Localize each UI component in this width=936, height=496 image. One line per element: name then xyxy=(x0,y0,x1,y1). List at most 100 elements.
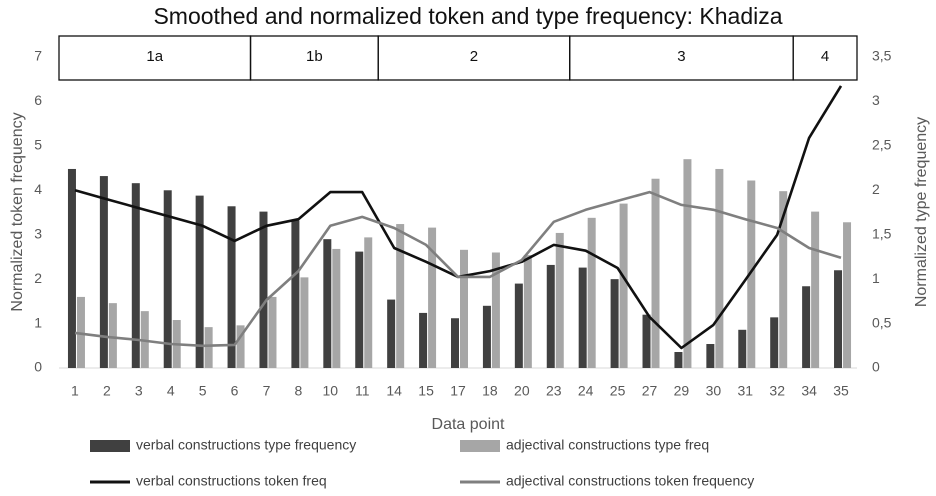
x-tick-label: 8 xyxy=(295,383,303,399)
y-tick-label: 2 xyxy=(34,270,42,286)
x-tick-label: 3 xyxy=(135,383,143,399)
line xyxy=(74,85,843,350)
y2-tick-label: 2,5 xyxy=(872,137,892,153)
x-tick-label: 34 xyxy=(801,383,817,399)
bar xyxy=(491,252,500,368)
bar xyxy=(747,180,756,368)
bar xyxy=(770,317,779,368)
x-tick-label: 15 xyxy=(418,383,434,399)
bar xyxy=(259,211,268,368)
bar xyxy=(610,279,619,368)
y2-tick-label: 2 xyxy=(872,181,880,197)
x-tick-label: 6 xyxy=(231,383,239,399)
bar xyxy=(131,183,140,368)
x-tick-label: 30 xyxy=(706,383,722,399)
x-tick-label: 23 xyxy=(546,383,562,399)
bar xyxy=(482,305,491,368)
legend-label: adjectival constructions type freq xyxy=(506,437,709,453)
phase-label: 1b xyxy=(306,48,323,65)
bar xyxy=(619,203,628,368)
y-tick-label: 1 xyxy=(34,314,42,330)
y-tick-label: 3 xyxy=(34,225,42,241)
x-tick-label: 1 xyxy=(71,383,79,399)
x-tick-label: 31 xyxy=(737,383,753,399)
bar xyxy=(460,249,468,368)
x-tick-label: 17 xyxy=(450,383,466,399)
bar xyxy=(706,344,715,368)
x-tick-label: 14 xyxy=(386,383,402,399)
bar xyxy=(236,325,245,368)
bar xyxy=(300,277,309,368)
y-tick-label: 4 xyxy=(34,181,42,197)
bar xyxy=(715,168,724,368)
bar xyxy=(651,178,660,368)
bar xyxy=(555,232,564,368)
y-tick-label: 0 xyxy=(34,359,42,375)
legend-swatch xyxy=(90,440,130,452)
bar xyxy=(227,206,236,368)
bar xyxy=(642,314,651,368)
phase-box xyxy=(792,35,858,81)
bar xyxy=(578,267,587,368)
y-tick-label: 6 xyxy=(34,92,42,108)
bar xyxy=(387,299,396,368)
bar xyxy=(834,270,843,368)
bar xyxy=(419,312,428,368)
x-tick-label: 29 xyxy=(674,383,690,399)
phase-label: 2 xyxy=(470,48,478,65)
x-tick-label: 20 xyxy=(514,383,530,399)
y-tick-label: 5 xyxy=(34,137,42,153)
bar xyxy=(587,217,596,368)
x-tick-label: 24 xyxy=(578,383,594,399)
x-tick-label: 25 xyxy=(610,383,626,399)
x-tick-label: 10 xyxy=(323,383,339,399)
bar xyxy=(738,329,747,368)
chart-title: Smoothed and normalized token and type f… xyxy=(153,3,782,29)
bar xyxy=(195,195,204,368)
bar xyxy=(451,318,459,368)
x-tick-label: 18 xyxy=(482,383,498,399)
bar xyxy=(843,222,852,368)
y2-tick-label: 1,5 xyxy=(872,225,892,241)
x-tick-label: 32 xyxy=(769,383,785,399)
x-tick-label: 4 xyxy=(167,383,175,399)
bar xyxy=(163,190,172,368)
y2-tick-label: 3,5 xyxy=(872,48,892,64)
bar xyxy=(108,303,117,368)
x-axis-title: Data point xyxy=(432,416,505,433)
x-tick-label: 2 xyxy=(103,383,111,399)
y2-tick-label: 1 xyxy=(872,270,880,286)
x-tick-label: 7 xyxy=(263,383,271,399)
phase-label: 1a xyxy=(146,48,163,65)
bar xyxy=(204,327,213,368)
y2-axis-title: Normalized type frequency xyxy=(913,117,930,307)
y-axis-title: Normalized token frequency xyxy=(9,112,26,311)
bar xyxy=(67,168,76,368)
bar xyxy=(332,248,341,368)
bar xyxy=(291,220,300,368)
bar xyxy=(523,255,532,368)
legend-label: verbal constructions type frequency xyxy=(136,437,356,453)
legend-label: adjectival constructions token frequency xyxy=(506,473,754,489)
y2-tick-label: 3 xyxy=(872,92,880,108)
bar xyxy=(683,159,692,368)
bar xyxy=(355,251,364,368)
bar xyxy=(674,352,683,368)
bar xyxy=(323,239,332,368)
y2-tick-label: 0,5 xyxy=(872,314,892,330)
bar xyxy=(268,296,277,368)
bar xyxy=(364,237,373,368)
phase-label: 4 xyxy=(821,48,829,65)
x-tick-label: 27 xyxy=(642,383,658,399)
legend-label: verbal constructions token freq xyxy=(136,473,327,489)
x-tick-label: 5 xyxy=(199,383,207,399)
bar xyxy=(428,227,437,368)
bar xyxy=(546,264,555,368)
y-tick-label: 7 xyxy=(34,48,42,64)
legend-swatch xyxy=(460,440,500,452)
bar xyxy=(514,283,523,368)
bar xyxy=(779,191,788,368)
x-tick-label: 11 xyxy=(355,383,370,399)
bar xyxy=(99,176,108,368)
